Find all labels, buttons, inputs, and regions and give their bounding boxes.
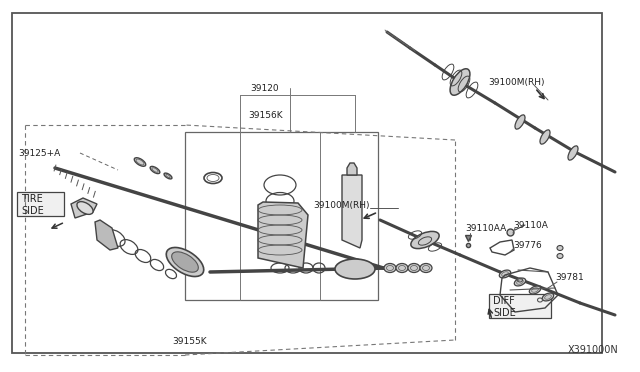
- Ellipse shape: [540, 130, 550, 144]
- Ellipse shape: [450, 69, 470, 95]
- Text: 39100M(RH): 39100M(RH): [488, 77, 545, 87]
- Ellipse shape: [77, 202, 93, 214]
- Text: 39156K: 39156K: [248, 110, 283, 119]
- Ellipse shape: [172, 252, 198, 272]
- Ellipse shape: [384, 263, 396, 273]
- Text: 39110A: 39110A: [513, 221, 548, 230]
- Ellipse shape: [542, 293, 554, 301]
- Text: 39110AA: 39110AA: [465, 224, 506, 232]
- Text: 39125+A: 39125+A: [18, 148, 60, 157]
- Polygon shape: [95, 220, 118, 250]
- Text: 39155K: 39155K: [173, 337, 207, 346]
- Text: 39100M(RH): 39100M(RH): [314, 201, 370, 209]
- Ellipse shape: [396, 263, 408, 273]
- Ellipse shape: [164, 173, 172, 179]
- FancyBboxPatch shape: [17, 192, 64, 216]
- Text: DIFF
SIDE: DIFF SIDE: [493, 296, 516, 318]
- FancyBboxPatch shape: [489, 294, 551, 318]
- Ellipse shape: [499, 270, 511, 278]
- Polygon shape: [258, 202, 308, 268]
- Polygon shape: [71, 198, 97, 218]
- Text: 39781: 39781: [555, 273, 584, 282]
- Ellipse shape: [557, 246, 563, 250]
- Ellipse shape: [515, 115, 525, 129]
- Ellipse shape: [568, 146, 578, 160]
- Ellipse shape: [166, 247, 204, 276]
- Ellipse shape: [411, 231, 439, 248]
- Ellipse shape: [408, 263, 420, 273]
- Text: 39776: 39776: [513, 241, 541, 250]
- Ellipse shape: [335, 259, 375, 279]
- Ellipse shape: [134, 158, 146, 166]
- Ellipse shape: [557, 253, 563, 259]
- Bar: [185, 132, 378, 300]
- Polygon shape: [347, 163, 357, 175]
- Text: X391000N: X391000N: [568, 345, 619, 355]
- Ellipse shape: [150, 166, 160, 174]
- Text: 39120: 39120: [251, 83, 279, 93]
- Ellipse shape: [515, 278, 525, 286]
- Text: TIRE
SIDE: TIRE SIDE: [21, 194, 44, 216]
- Polygon shape: [342, 175, 362, 248]
- Ellipse shape: [420, 263, 432, 273]
- Ellipse shape: [529, 286, 541, 294]
